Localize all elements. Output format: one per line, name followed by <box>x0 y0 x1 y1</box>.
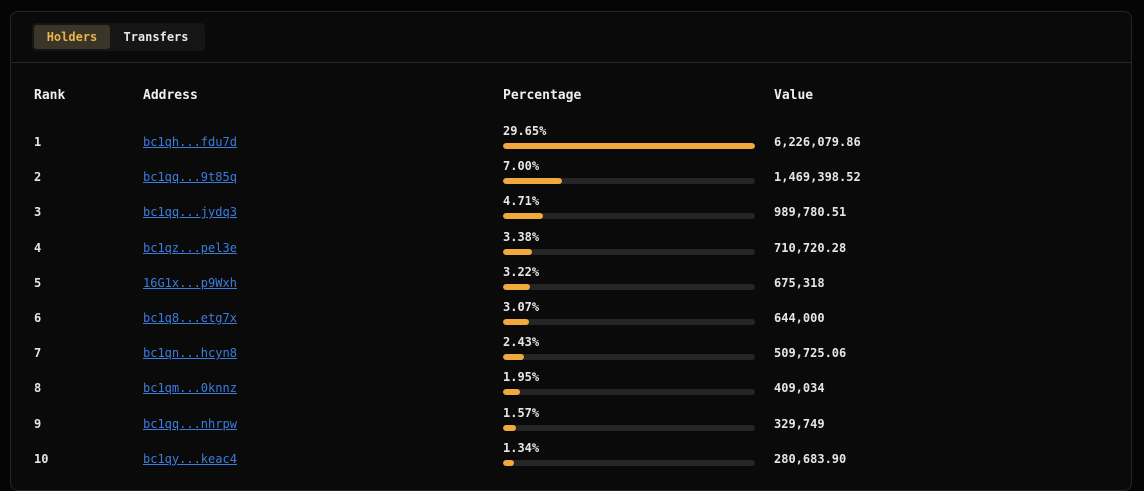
percentage-bar-fill <box>503 143 755 149</box>
rank-cell: 8 <box>34 381 42 396</box>
percentage-cell: 29.65% <box>503 124 755 149</box>
table-row: 4 bc1qz...pel3e 3.38% 710,720.28 <box>11 228 1131 263</box>
value-cell: 1,469,398.52 <box>774 170 861 185</box>
rank-cell: 10 <box>34 451 49 466</box>
rank-cell: 2 <box>34 170 42 185</box>
header-value: Value <box>774 88 814 103</box>
table-row: 8 bc1qm...0knnz 1.95% 409,034 <box>11 368 1131 403</box>
percentage-bar-fill <box>503 319 530 325</box>
percentage-bar-fill <box>503 459 515 466</box>
percentage-bar-fill <box>503 178 563 185</box>
tab-transfers[interactable]: Transfers <box>123 30 189 44</box>
header-address: Address <box>143 88 198 103</box>
rank-cell: 4 <box>34 240 42 255</box>
percentage-bar <box>503 389 755 396</box>
percentage-cell: 4.71% <box>503 194 755 220</box>
percentage-bar <box>503 319 755 325</box>
header-percentage: Percentage <box>503 88 582 103</box>
address-link[interactable]: bc1q8...etg7x <box>143 311 237 325</box>
table-row: 7 bc1qn...hcyn8 2.43% 509,725.06 <box>11 333 1131 368</box>
percentage-bar-fill <box>503 424 517 431</box>
table-row: 5 16G1x...p9Wxh 3.22% 675,318 <box>11 263 1131 298</box>
percentage-bar <box>503 354 755 361</box>
percentage-label: 1.95% <box>503 370 540 385</box>
table-row: 6 bc1q8...etg7x 3.07% 644,000 <box>11 298 1131 333</box>
address-link[interactable]: bc1qy...keac4 <box>143 451 237 466</box>
tab-bar: Holders Transfers <box>11 12 1131 63</box>
percentage-cell: 2.43% <box>503 335 755 361</box>
percentage-cell: 3.07% <box>503 300 755 325</box>
percentage-bar-fill <box>503 354 524 361</box>
percentage-cell: 7.00% <box>503 159 755 185</box>
percentage-bar-fill <box>503 248 532 255</box>
value-cell: 280,683.90 <box>774 451 847 466</box>
percentage-bar-fill <box>503 283 531 290</box>
table-row: 2 bc1qq...9t85q 7.00% 1,469,398.52 <box>11 157 1131 192</box>
tab-holders[interactable]: Holders <box>34 25 110 49</box>
percentage-label: 7.00% <box>503 159 540 174</box>
table-row: 9 bc1qq...nhrpw 1.57% 329,749 <box>11 404 1131 439</box>
percentage-bar <box>503 459 755 466</box>
address-link[interactable]: bc1qn...hcyn8 <box>143 346 237 361</box>
percentage-cell: 1.57% <box>503 406 755 431</box>
address-link[interactable]: bc1qq...9t85q <box>143 170 237 185</box>
address-link[interactable]: bc1qq...jydq3 <box>143 205 237 220</box>
percentage-bar-fill <box>503 389 520 396</box>
value-cell: 989,780.51 <box>774 205 847 220</box>
holders-panel: Holders Transfers Rank Address Percentag… <box>10 11 1132 491</box>
address-link[interactable]: bc1qz...pel3e <box>143 240 237 255</box>
percentage-label: 3.22% <box>503 264 540 279</box>
percentage-label: 1.34% <box>503 440 540 455</box>
address-link[interactable]: bc1qm...0knnz <box>143 381 237 396</box>
address-link[interactable]: bc1qh...fdu7d <box>143 135 237 149</box>
rank-cell: 3 <box>34 205 42 220</box>
percentage-bar <box>503 143 755 149</box>
value-cell: 409,034 <box>774 381 825 396</box>
percentage-bar-fill <box>503 213 544 220</box>
percentage-bar <box>503 283 755 290</box>
header-rank: Rank <box>34 88 66 103</box>
percentage-cell: 3.38% <box>503 230 755 255</box>
value-cell: 644,000 <box>774 311 825 325</box>
rank-cell: 6 <box>34 311 42 325</box>
rank-cell: 5 <box>34 275 42 290</box>
table-row: 1 bc1qh...fdu7d 29.65% 6,226,079.86 <box>11 122 1131 157</box>
percentage-cell: 1.95% <box>503 370 755 396</box>
percentage-bar <box>503 213 755 220</box>
address-link[interactable]: 16G1x...p9Wxh <box>143 275 237 290</box>
percentage-label: 1.57% <box>503 405 540 420</box>
address-link[interactable]: bc1qq...nhrpw <box>143 416 237 431</box>
rank-cell: 7 <box>34 346 42 361</box>
tab-group: Holders Transfers <box>32 23 205 51</box>
percentage-bar <box>503 424 755 431</box>
percentage-cell: 1.34% <box>503 441 755 466</box>
value-cell: 710,720.28 <box>774 240 847 255</box>
percentage-bar <box>503 248 755 255</box>
rank-cell: 1 <box>34 135 42 149</box>
percentage-label: 2.43% <box>503 335 540 350</box>
percentage-bar <box>503 178 755 185</box>
percentage-cell: 3.22% <box>503 265 755 290</box>
value-cell: 675,318 <box>774 275 825 290</box>
table-row: 10 bc1qy...keac4 1.34% 280,683.90 <box>11 439 1131 474</box>
value-cell: 6,226,079.86 <box>774 135 861 149</box>
value-cell: 329,749 <box>774 416 825 431</box>
percentage-label: 29.65% <box>503 124 547 138</box>
rank-cell: 9 <box>34 416 42 431</box>
table-row: 3 bc1qq...jydq3 4.71% 989,780.51 <box>11 192 1131 227</box>
table-header: Rank Address Percentage Value <box>11 88 1131 108</box>
percentage-label: 3.07% <box>503 300 540 314</box>
value-cell: 509,725.06 <box>774 346 847 361</box>
percentage-label: 3.38% <box>503 229 540 244</box>
percentage-label: 4.71% <box>503 194 540 209</box>
